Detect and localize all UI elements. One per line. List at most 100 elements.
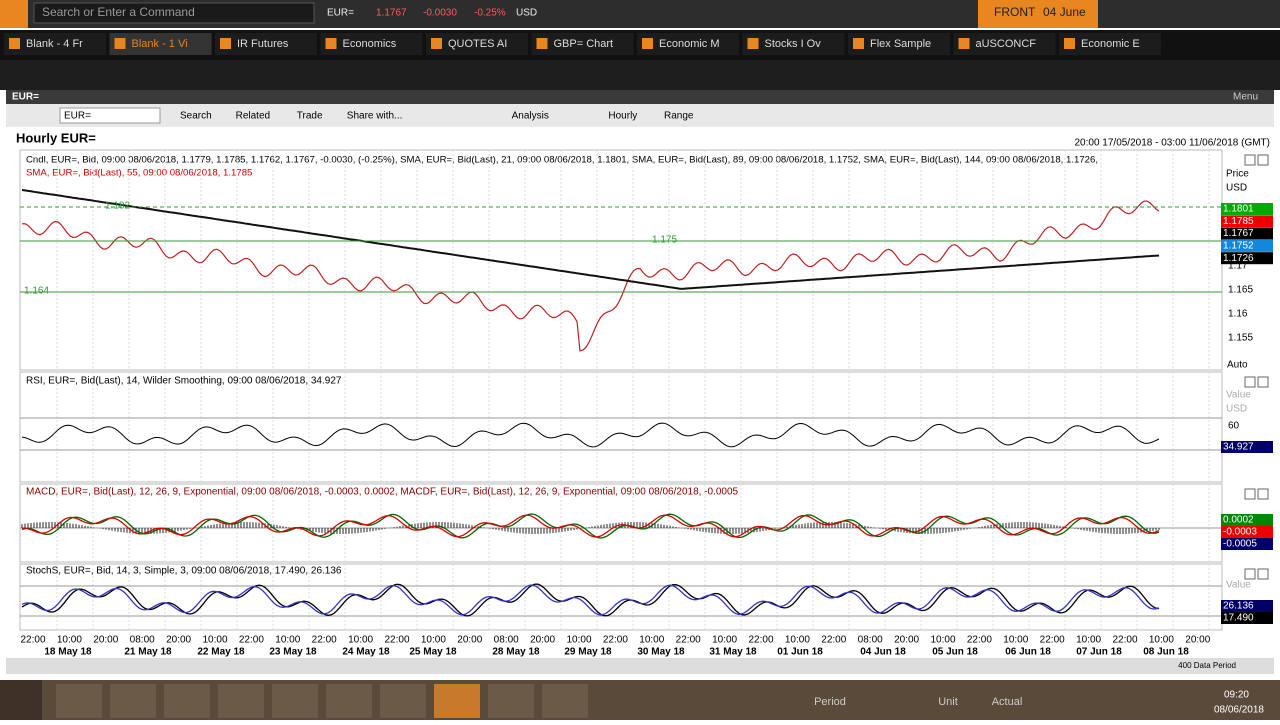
- taskbar-app[interactable]: [434, 684, 480, 718]
- tab-label: aUSCONCF: [976, 38, 1037, 50]
- app-button[interactable]: [0, 0, 28, 28]
- axis-unit: USD: [1226, 183, 1247, 194]
- tab[interactable]: [637, 33, 739, 55]
- panel-close[interactable]: [1257, 568, 1269, 580]
- price-line: [21, 200, 1160, 352]
- value-tag: [1221, 538, 1273, 550]
- toolbar-item[interactable]: Hourly: [608, 111, 637, 122]
- tab[interactable]: [953, 33, 1056, 55]
- tab[interactable]: [4, 33, 106, 55]
- x-tick-label: 22:00: [603, 635, 628, 646]
- start-button[interactable]: [0, 680, 42, 720]
- panel-close[interactable]: [1257, 376, 1269, 388]
- date-label: 21 May 18: [124, 647, 172, 658]
- taskbar-app[interactable]: [326, 684, 372, 718]
- panel-button[interactable]: [1244, 376, 1256, 388]
- taskbar-app[interactable]: [272, 684, 318, 718]
- tab[interactable]: [320, 33, 423, 55]
- tab-icon: [114, 38, 126, 49]
- tab-label: Stocks I Ov: [765, 38, 822, 50]
- toolbar-item[interactable]: Share with...: [347, 111, 403, 122]
- tab[interactable]: [215, 33, 317, 55]
- date-label: 30 May 18: [637, 647, 685, 658]
- x-tick-label: 10:00: [930, 635, 955, 646]
- ccy: USD: [516, 8, 537, 19]
- date: 08/06/2018: [1214, 705, 1264, 716]
- x-tick-label: 20:00: [530, 635, 555, 646]
- taskbar-label: Period: [814, 696, 846, 708]
- taskbar-app[interactable]: [164, 684, 210, 718]
- axis-unit: USD: [1226, 404, 1247, 415]
- legend: StochS, EUR=, Bid, 14, 3, Simple, 3, 09:…: [26, 566, 342, 577]
- x-tick-label: 08:00: [858, 635, 883, 646]
- legend: MACD, EUR=, Bid(Last), 12, 26, 9, Expone…: [26, 487, 739, 498]
- taskbar-app[interactable]: [218, 684, 264, 718]
- panel-close[interactable]: [1257, 154, 1269, 166]
- search-box[interactable]: [33, 2, 315, 24]
- date-label: 05 Jun 18: [932, 647, 978, 658]
- tab-label: Economics: [343, 38, 397, 50]
- tab[interactable]: [531, 33, 634, 55]
- tab-icon: [325, 38, 337, 49]
- x-tick-label: 22:00: [20, 635, 45, 646]
- pct: -0.25%: [474, 8, 506, 19]
- legend: RSI, EUR=, Bid(Last), 14, Wilder Smoothi…: [26, 376, 342, 387]
- panel-close[interactable]: [1257, 488, 1269, 500]
- value-tag-label: 26.136: [1223, 601, 1254, 612]
- x-tick-label: 20:00: [457, 635, 482, 646]
- panel-button[interactable]: [1244, 154, 1256, 166]
- tab[interactable]: [109, 33, 212, 55]
- auto[interactable]: Auto: [1227, 360, 1248, 371]
- date-label: 22 May 18: [197, 647, 245, 658]
- sma-line: [21, 189, 1160, 290]
- value-tag-label: 34.927: [1223, 442, 1254, 453]
- x-tick-label: 10:00: [348, 635, 373, 646]
- x-tick-label: 08:00: [494, 635, 519, 646]
- price-tag: [1221, 227, 1273, 240]
- x-tick-label: 10:00: [712, 635, 737, 646]
- front-box[interactable]: [978, 0, 1098, 28]
- tab-icon: [958, 38, 970, 49]
- menu[interactable]: Menu: [1233, 92, 1258, 103]
- taskbar-app[interactable]: [56, 684, 102, 718]
- toolbar-item[interactable]: Analysis: [512, 111, 549, 122]
- tab[interactable]: [848, 33, 950, 55]
- date-label: 07 Jun 18: [1076, 647, 1122, 658]
- y-tick-label: 1.16: [1228, 309, 1248, 320]
- chart-area: [6, 127, 1274, 658]
- x-tick-label: 10:00: [1003, 635, 1028, 646]
- value-tag-label: 0.0002: [1223, 515, 1254, 526]
- tab-icon: [642, 38, 653, 49]
- scrollbar[interactable]: [6, 658, 1274, 674]
- toolbar-item[interactable]: Related: [236, 111, 270, 122]
- taskbar-app[interactable]: [110, 684, 156, 718]
- date-label: 25 May 18: [409, 647, 457, 658]
- taskbar-app[interactable]: [488, 684, 534, 718]
- panel-button[interactable]: [1244, 568, 1256, 580]
- toolbar-item[interactable]: Trade: [297, 111, 323, 122]
- tab-label: Blank - 1 Vi: [132, 38, 188, 50]
- taskbar-app[interactable]: [380, 684, 426, 718]
- price-tag: [1221, 252, 1273, 265]
- tab-label: GBP= Chart: [554, 38, 614, 50]
- toolbar-item[interactable]: Search: [180, 111, 212, 122]
- panel-button[interactable]: [1244, 488, 1256, 500]
- taskbar-label: Actual: [992, 696, 1023, 708]
- toolbar-item[interactable]: Range: [664, 111, 694, 122]
- y-tick-label: 60: [1228, 421, 1240, 432]
- search-placeholder: Search or Enter a Command: [42, 5, 195, 19]
- axis-title: Value: [1226, 580, 1251, 591]
- taskbar-app[interactable]: [542, 684, 588, 718]
- tab[interactable]: [742, 33, 845, 55]
- tab[interactable]: [1059, 33, 1161, 55]
- x-tick-label: 22:00: [967, 635, 992, 646]
- price-tag-label: 1.1726: [1223, 253, 1254, 264]
- legend: SMA, EUR=, Bid(Last), 55, 09:00 08/06/20…: [26, 168, 252, 179]
- level-label: 1.182: [105, 201, 130, 212]
- tab[interactable]: [426, 33, 528, 55]
- indicator-line: [21, 422, 1160, 448]
- ric-input[interactable]: [59, 107, 161, 124]
- tab-icon: [536, 38, 548, 49]
- x-tick-label: 10:00: [421, 635, 446, 646]
- date-label: 06 Jun 18: [1005, 647, 1051, 658]
